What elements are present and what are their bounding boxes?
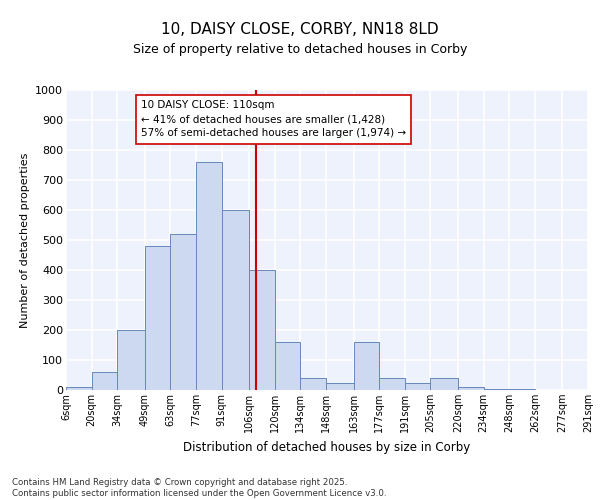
Bar — [145, 246, 170, 390]
Text: 10, DAISY CLOSE, CORBY, NN18 8LD: 10, DAISY CLOSE, CORBY, NN18 8LD — [161, 22, 439, 38]
Bar — [458, 387, 484, 390]
Text: Contains HM Land Registry data © Crown copyright and database right 2025.
Contai: Contains HM Land Registry data © Crown c… — [12, 478, 386, 498]
Bar — [353, 342, 379, 390]
Bar — [430, 378, 458, 390]
Bar — [92, 372, 117, 390]
Y-axis label: Number of detached properties: Number of detached properties — [20, 152, 29, 328]
Text: Size of property relative to detached houses in Corby: Size of property relative to detached ho… — [133, 42, 467, 56]
Bar — [326, 382, 353, 390]
Bar — [379, 378, 405, 390]
Bar — [405, 382, 430, 390]
Bar — [509, 388, 535, 390]
X-axis label: Distribution of detached houses by size in Corby: Distribution of detached houses by size … — [184, 440, 470, 454]
Bar — [170, 234, 196, 390]
Bar — [275, 342, 301, 390]
Bar — [66, 387, 92, 390]
Text: 10 DAISY CLOSE: 110sqm
← 41% of detached houses are smaller (1,428)
57% of semi-: 10 DAISY CLOSE: 110sqm ← 41% of detached… — [141, 100, 406, 138]
Bar — [221, 210, 249, 390]
Bar — [301, 378, 326, 390]
Bar — [117, 330, 145, 390]
Bar — [249, 270, 275, 390]
Bar — [196, 162, 221, 390]
Bar — [484, 388, 509, 390]
